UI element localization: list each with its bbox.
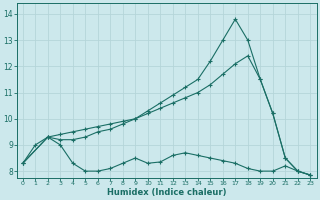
X-axis label: Humidex (Indice chaleur): Humidex (Indice chaleur) [107, 188, 226, 197]
